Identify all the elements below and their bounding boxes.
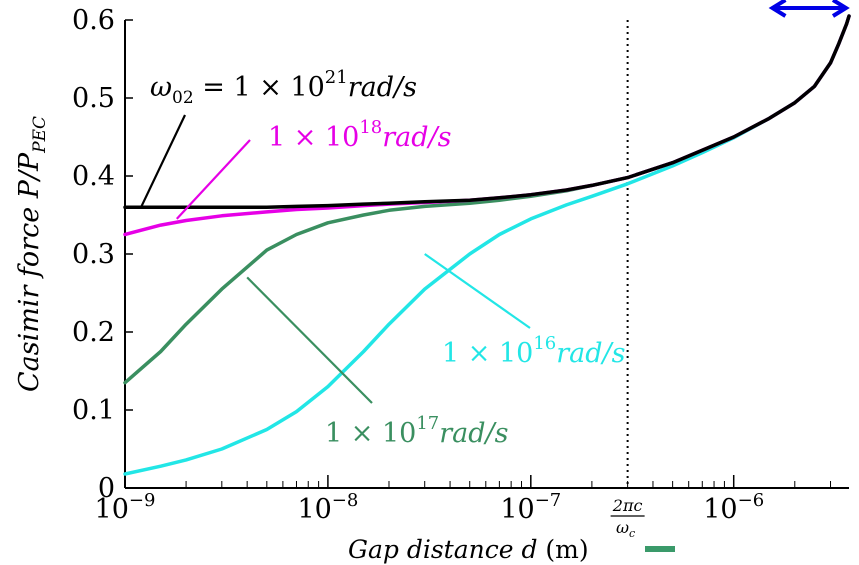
y-tick-label: 0.6 (72, 5, 115, 36)
annotation-label: ω02 = 1 × 1021rad/s (150, 67, 417, 108)
x-tick-label-exponent: −8 (332, 490, 359, 511)
cutoff-label-numerator: 2πc (612, 496, 643, 515)
annotation-value: 1 × 10 (268, 122, 359, 153)
annotation-exponent: 18 (359, 117, 382, 138)
annotation-value: 1 × 10 (442, 338, 533, 369)
annotation-exponent: 17 (416, 413, 439, 434)
y-tick-label: 0.2 (72, 317, 115, 348)
x-tick-label-exponent: −7 (535, 490, 562, 511)
x-tick-label: 10−7 (500, 490, 561, 525)
annotation-value: = 1 × 10 (194, 72, 325, 103)
range-arrow-head-left (768, 0, 787, 18)
x-tick-label-exponent: −9 (129, 490, 156, 511)
y-tick-label: 0 (98, 473, 115, 504)
annotation-pointer (175, 139, 251, 220)
y-tick-label: 0.1 (72, 395, 115, 426)
y-tick-label: 0.5 (72, 83, 115, 114)
y-axis-label-subscript: PEC (30, 116, 50, 154)
annotation-value: 1 × 10 (325, 418, 416, 449)
series-line (123, 14, 851, 209)
x-tick-label: 10−6 (703, 490, 764, 525)
x-tick-label-base: 10 (703, 494, 737, 525)
x-label-marker (645, 546, 675, 552)
cutoff-label-denominator: ωc (616, 518, 635, 540)
annotation-unit: rad/s (556, 338, 625, 369)
annotation-exponent: 21 (325, 67, 348, 88)
x-axis-label-unit: (m) (537, 535, 588, 564)
annotation-label: 1 × 1018rad/s (268, 117, 451, 153)
annotation-omega: ω (150, 72, 172, 103)
x-tick-label-base: 10 (500, 494, 534, 525)
x-tick-label-exponent: −6 (738, 490, 765, 511)
x-tick-label: 10−8 (297, 490, 358, 525)
annotation-label: 1 × 1017rad/s (325, 413, 508, 449)
x-tick-label-base: 10 (297, 494, 331, 525)
annotation-label: 1 × 1016rad/s (442, 333, 625, 369)
annotation-unit: rad/s (439, 418, 508, 449)
y-axis-label-main: Casimir force P/P (14, 152, 45, 392)
cutoff-omega: ω (616, 518, 629, 537)
annotation-pointer (424, 253, 531, 329)
annotation-unit: rad/s (348, 72, 417, 103)
x-axis-label-main: Gap distance d (348, 535, 537, 564)
range-arrow-head-right (831, 0, 850, 18)
annotation-unit: rad/s (382, 122, 451, 153)
y-tick-label: 0.4 (72, 161, 115, 192)
annotation-pointer (246, 276, 373, 404)
x-tick-label-base: 10 (95, 494, 129, 525)
y-tick-label: 0.3 (72, 239, 115, 270)
x-axis-label: Gap distance d (m) (348, 535, 589, 564)
annotation-omega-subscript: 02 (172, 88, 194, 108)
annotation-pointer (140, 114, 186, 208)
annotation-exponent: 16 (533, 333, 556, 354)
cutoff-omega-subscript: c (629, 527, 635, 540)
x-tick-label: 10−9 (95, 490, 156, 525)
y-axis-label: Casimir force P/PPEC (14, 116, 50, 392)
